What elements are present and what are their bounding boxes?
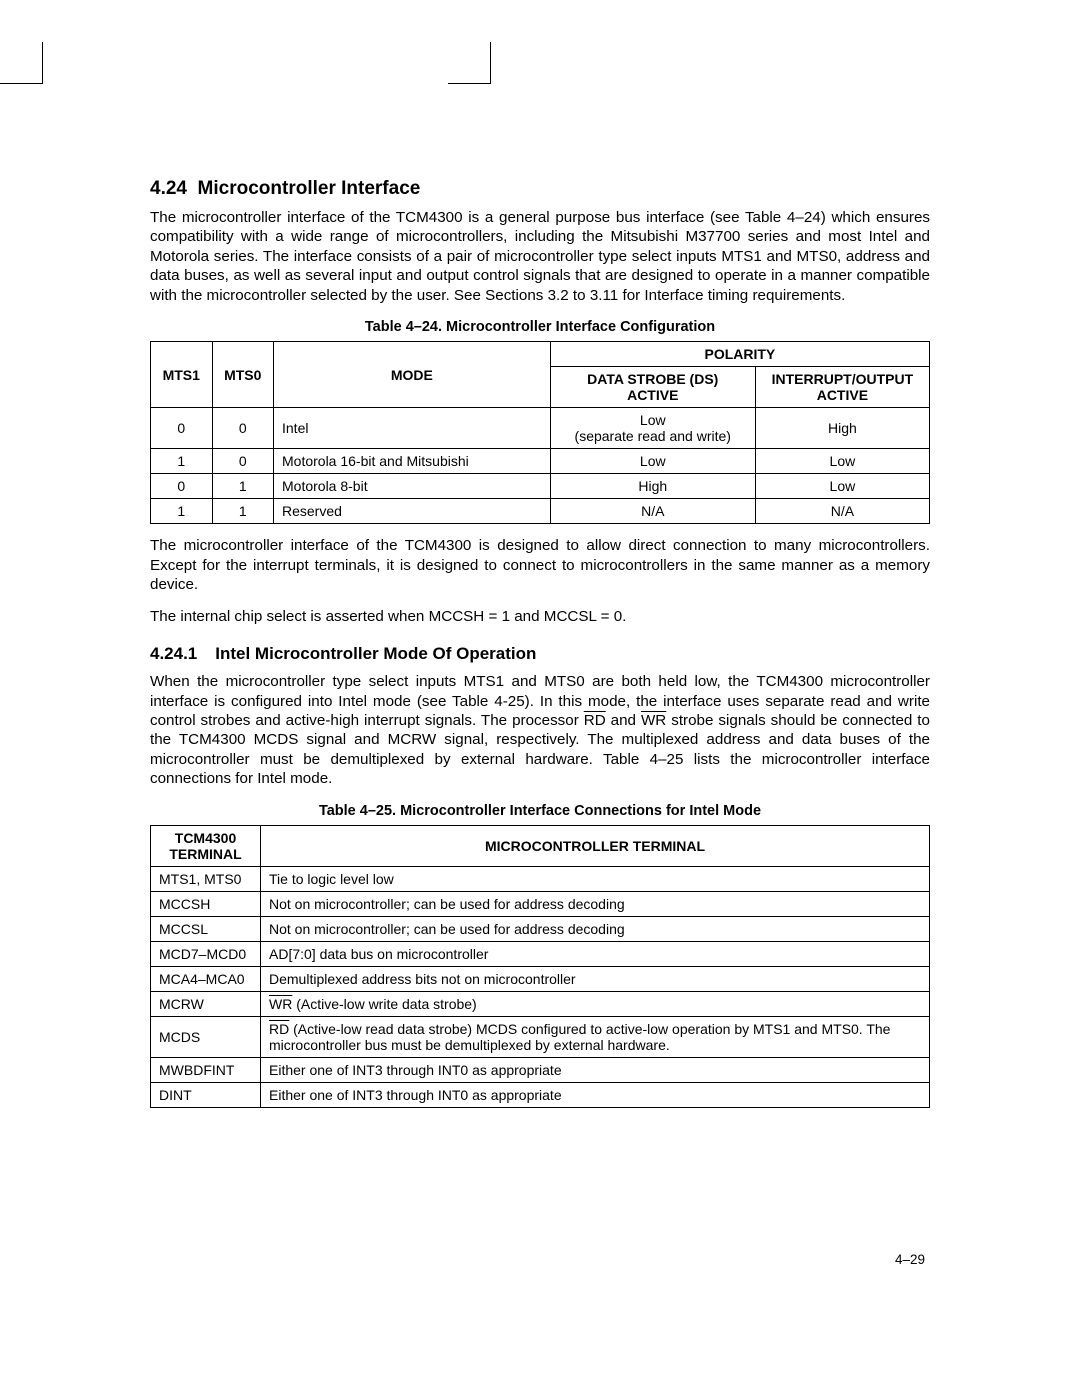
table-connections: TCM4300 TERMINAL MICROCONTROLLER TERMINA… xyxy=(150,825,930,1108)
signal-wr: WR xyxy=(641,712,666,729)
table-row: MCCSLNot on microcontroller; can be used… xyxy=(151,916,930,941)
cell-ds: High xyxy=(550,474,755,499)
table-row: MCRWWR (Active-low write data strobe) xyxy=(151,991,930,1016)
section-title: Microcontroller Interface xyxy=(198,178,421,199)
cell-mts0: 1 xyxy=(212,499,274,524)
col-int-line2: ACTIVE xyxy=(817,387,868,403)
table-row: MCA4–MCA0Demultiplexed address bits not … xyxy=(151,966,930,991)
cell-mts1: 1 xyxy=(151,449,213,474)
col-ds-line2: ACTIVE xyxy=(627,387,678,403)
col-int-line1: INTERRUPT/OUTPUT xyxy=(772,371,914,387)
cell-description: RD (Active-low read data strobe) MCDS co… xyxy=(261,1016,930,1057)
table-row: MTS1, MTS0Tie to logic level low xyxy=(151,866,930,891)
cell-terminal: DINT xyxy=(151,1082,261,1107)
table-row: MWBDFINTEither one of INT3 through INT0 … xyxy=(151,1057,930,1082)
col-tcm-line2: TERMINAL xyxy=(169,846,241,862)
crop-mark xyxy=(490,42,491,84)
cell-description: Not on microcontroller; can be used for … xyxy=(261,891,930,916)
table-row: 01Motorola 8-bitHighLow xyxy=(151,474,930,499)
body-paragraph: The microcontroller interface of the TCM… xyxy=(150,536,930,594)
cell-int: High xyxy=(755,408,929,449)
col-ds: DATA STROBE (DS) ACTIVE xyxy=(550,367,755,408)
cell-description: Either one of INT3 through INT0 as appro… xyxy=(261,1082,930,1107)
table-row: 00IntelLow(separate read and write)High xyxy=(151,408,930,449)
col-int: INTERRUPT/OUTPUT ACTIVE xyxy=(755,367,929,408)
cell-terminal: MTS1, MTS0 xyxy=(151,866,261,891)
col-mode: MODE xyxy=(274,342,551,408)
table-caption: Table 4–25. Microcontroller Interface Co… xyxy=(150,803,930,819)
table-header-row: MTS1 MTS0 MODE POLARITY xyxy=(151,342,930,367)
cell-description: AD[7:0] data bus on microcontroller xyxy=(261,941,930,966)
cell-mts0: 0 xyxy=(212,408,274,449)
subsection-title: Intel Microcontroller Mode Of Operation xyxy=(215,644,536,663)
cell-ds: Low xyxy=(550,449,755,474)
table-row: 10Motorola 16-bit and MitsubishiLowLow xyxy=(151,449,930,474)
cell-description: Not on microcontroller; can be used for … xyxy=(261,916,930,941)
col-tcm-line1: TCM4300 xyxy=(175,830,236,846)
body-paragraph: When the microcontroller type select inp… xyxy=(150,672,930,789)
table-caption: Table 4–24. Microcontroller Interface Co… xyxy=(150,319,930,335)
page: 4.24 Microcontroller Interface The micro… xyxy=(0,0,1080,1397)
cell-description: WR (Active-low write data strobe) xyxy=(261,991,930,1016)
table-row: 11ReservedN/AN/A xyxy=(151,499,930,524)
table-header-row: TCM4300 TERMINAL MICROCONTROLLER TERMINA… xyxy=(151,825,930,866)
cell-description: Either one of INT3 through INT0 as appro… xyxy=(261,1057,930,1082)
cell-terminal: MCCSH xyxy=(151,891,261,916)
cell-int: N/A xyxy=(755,499,929,524)
col-ds-line1: DATA STROBE (DS) xyxy=(587,371,718,387)
crop-mark xyxy=(0,83,42,84)
table-config: MTS1 MTS0 MODE POLARITY DATA STROBE (DS)… xyxy=(150,341,930,524)
signal-overline: RD xyxy=(269,1021,289,1037)
crop-mark xyxy=(448,83,490,84)
subsection-heading: 4.24.1 Intel Microcontroller Mode Of Oper… xyxy=(150,644,930,664)
cell-terminal: MCDS xyxy=(151,1016,261,1057)
cell-terminal: MCD7–MCD0 xyxy=(151,941,261,966)
text-run: and xyxy=(606,712,641,729)
col-mc-terminal: MICROCONTROLLER TERMINAL xyxy=(261,825,930,866)
page-number: 4–29 xyxy=(895,1252,925,1267)
body-paragraph: The internal chip select is asserted whe… xyxy=(150,607,930,626)
signal-rd: RD xyxy=(584,712,606,729)
cell-terminal: MCRW xyxy=(151,991,261,1016)
cell-mode: Reserved xyxy=(274,499,551,524)
cell-mts1: 0 xyxy=(151,474,213,499)
cell-terminal: MWBDFINT xyxy=(151,1057,261,1082)
cell-mts1: 1 xyxy=(151,499,213,524)
table-row: DINTEither one of INT3 through INT0 as a… xyxy=(151,1082,930,1107)
signal-overline: WR xyxy=(269,996,292,1012)
cell-mts0: 0 xyxy=(212,449,274,474)
col-polarity: POLARITY xyxy=(550,342,929,367)
cell-ds: Low(separate read and write) xyxy=(550,408,755,449)
cell-int: Low xyxy=(755,474,929,499)
col-mts1: MTS1 xyxy=(151,342,213,408)
cell-description: Demultiplexed address bits not on microc… xyxy=(261,966,930,991)
table-row: MCDSRD (Active-low read data strobe) MCD… xyxy=(151,1016,930,1057)
subsection-number: 4.24.1 xyxy=(150,644,197,664)
section-heading: 4.24 Microcontroller Interface xyxy=(150,178,930,200)
table-row: MCD7–MCD0AD[7:0] data bus on microcontro… xyxy=(151,941,930,966)
cell-mode: Motorola 8-bit xyxy=(274,474,551,499)
body-paragraph: The microcontroller interface of the TCM… xyxy=(150,208,930,305)
crop-mark xyxy=(42,42,43,84)
section-number: 4.24 xyxy=(150,178,187,199)
cell-ds: N/A xyxy=(550,499,755,524)
cell-mts0: 1 xyxy=(212,474,274,499)
col-tcm-terminal: TCM4300 TERMINAL xyxy=(151,825,261,866)
table-row: MCCSHNot on microcontroller; can be used… xyxy=(151,891,930,916)
col-mts0: MTS0 xyxy=(212,342,274,408)
cell-terminal: MCA4–MCA0 xyxy=(151,966,261,991)
cell-mode: Intel xyxy=(274,408,551,449)
cell-description: Tie to logic level low xyxy=(261,866,930,891)
cell-mts1: 0 xyxy=(151,408,213,449)
cell-terminal: MCCSL xyxy=(151,916,261,941)
cell-mode: Motorola 16-bit and Mitsubishi xyxy=(274,449,551,474)
cell-int: Low xyxy=(755,449,929,474)
